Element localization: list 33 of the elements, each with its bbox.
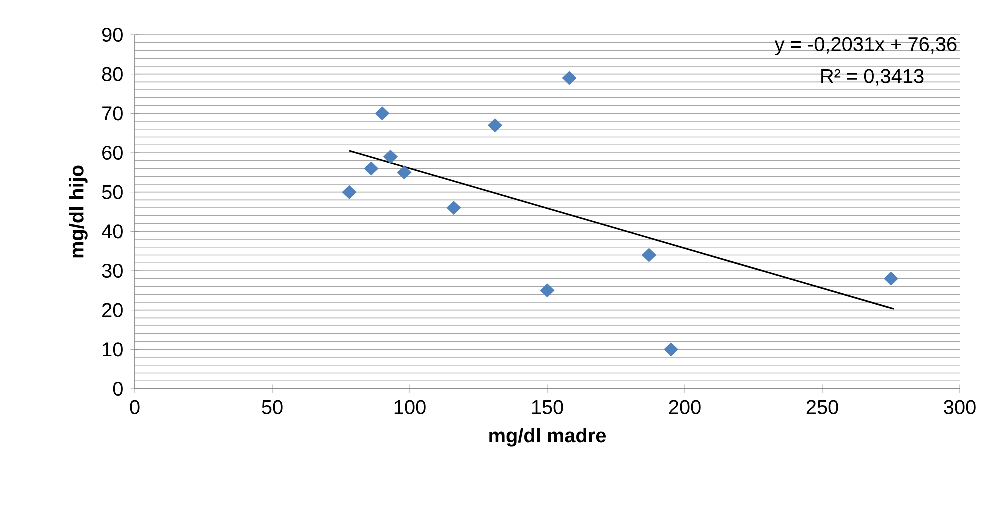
annotation: R² = 0,3413: [822, 69, 924, 86]
point: [488, 118, 502, 132]
y-tick-label: 80: [102, 67, 123, 82]
y-tick-label: 30: [102, 264, 123, 278]
y-tick-label: 90: [102, 28, 123, 42]
point: [375, 106, 390, 121]
y-tick-label: 60: [102, 146, 123, 160]
x-tick-label: 0: [130, 400, 140, 414]
point: [364, 162, 379, 176]
point: [397, 166, 412, 180]
point: [642, 248, 656, 262]
y-tick-label: 10: [103, 342, 123, 357]
point: [540, 284, 555, 298]
y-tick-label: 70: [102, 106, 123, 121]
y-tick-label: 40: [102, 224, 123, 239]
x-tick-label: 150: [532, 400, 564, 414]
y-tick-label: 0: [113, 382, 123, 396]
x-tick-label: 100: [394, 400, 426, 414]
point: [342, 185, 357, 200]
annotation: y = -0,2031x + 76,36: [774, 37, 957, 56]
x-tick-label: 200: [669, 400, 701, 414]
x-tick-label: 300: [944, 400, 976, 414]
x-axis-title: mg/dl madre: [490, 428, 606, 447]
point: [384, 150, 398, 164]
y-tick-label: 20: [102, 303, 123, 318]
point: [664, 342, 678, 357]
point: [562, 71, 577, 86]
y-tick-label: 50: [102, 185, 123, 200]
x-tick-label: 250: [806, 400, 838, 414]
point: [884, 272, 898, 286]
point: [446, 201, 462, 215]
y-axis-title: mg/dl hijo: [69, 166, 88, 258]
x-tick-label: 50: [262, 400, 283, 414]
